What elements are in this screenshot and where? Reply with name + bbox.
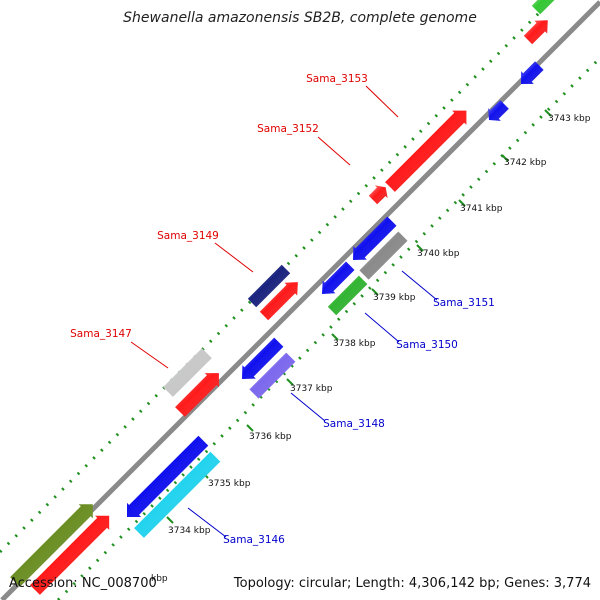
- tick-label: 3742 kbp: [504, 158, 547, 168]
- gene-label: Sama_3152: [257, 123, 319, 135]
- purple-feature-shading: [249, 352, 296, 399]
- gene-label-leader-line: [130, 341, 169, 369]
- blue-cds-shading: [242, 337, 284, 379]
- feature-layer: [10, 0, 555, 595]
- major-tick: [166, 516, 174, 524]
- gene-label: Sama_3153: [306, 73, 368, 85]
- major-tick: [371, 288, 379, 296]
- blue-cds-shading: [353, 216, 397, 260]
- blue-cds-shading: [322, 261, 355, 294]
- blue-cds-shading: [521, 61, 544, 84]
- tick-label: 3736 kbp: [249, 432, 292, 442]
- green-feature-shading: [327, 275, 368, 316]
- major-tick: [246, 424, 254, 432]
- gene-label: Sama_3150: [396, 339, 458, 351]
- red-cds-shading: [523, 20, 548, 45]
- major-tick: [331, 333, 339, 341]
- map-title: Shewanella amazonensis SB2B, complete ge…: [123, 10, 477, 26]
- navy-feature-shading: [247, 264, 291, 308]
- major-tick: [458, 199, 466, 207]
- gene-label: Sama_3149: [157, 230, 219, 242]
- major-tick: [286, 378, 294, 386]
- gene-label: Sama_3147: [70, 328, 132, 340]
- reverse-tick-row: [56, 56, 600, 600]
- blue-cds-shading: [488, 100, 509, 121]
- grey-feature-shading: [163, 348, 212, 397]
- gene-label-leader-line: [290, 392, 326, 422]
- blue-cds-shading: [127, 435, 209, 517]
- tick-label: 3734 kbp: [168, 526, 211, 536]
- tick-label: 3740 kbp: [417, 249, 460, 259]
- green-feature-shading: [531, 0, 555, 15]
- gene-label: Sama_3148: [323, 418, 385, 430]
- label-layer: Sama_3153 Sama_3152 Sama_3149 Sama_3147 Sama…: [70, 73, 495, 546]
- tick-label: 3737 kbp: [290, 384, 333, 394]
- tick-label: 3741 kbp: [460, 204, 503, 214]
- red-cds-shading: [259, 282, 298, 321]
- tick-label: 3738 kbp: [333, 339, 376, 349]
- tick-label: 3743 kbp: [548, 114, 591, 124]
- gene-label-leader-line: [187, 507, 227, 538]
- partial-tick-label: kbp: [151, 574, 168, 584]
- outer-forward-tick-row: [0, 0, 554, 554]
- major-tick: [501, 154, 509, 162]
- red-cds-shading: [30, 515, 110, 595]
- gene-label-leader-line: [365, 85, 399, 118]
- gene-label: Sama_3151: [433, 297, 495, 309]
- tick-label: 3739 kbp: [373, 293, 416, 303]
- grey-feature-shading: [359, 231, 408, 280]
- red-cds-shading: [368, 185, 388, 205]
- red-cds-shading: [385, 110, 467, 192]
- accession-text: Accession: NC_008700: [9, 576, 157, 591]
- gene-label: Sama_3146: [223, 534, 285, 546]
- gene-label-leader-line: [214, 242, 254, 273]
- cyan-feature-shading: [134, 451, 221, 538]
- gene-label-leader-line: [317, 136, 351, 166]
- major-tick: [416, 244, 424, 252]
- olive-feature-shading: [10, 504, 93, 587]
- red-cds-shading: [175, 373, 219, 417]
- genome-summary-text: Topology: circular; Length: 4,306,142 bp…: [233, 576, 591, 591]
- gene-label-leader-line: [401, 270, 438, 301]
- gene-label-leader-line: [364, 312, 400, 343]
- tick-label: 3735 kbp: [208, 479, 251, 489]
- major-tick: [544, 109, 552, 117]
